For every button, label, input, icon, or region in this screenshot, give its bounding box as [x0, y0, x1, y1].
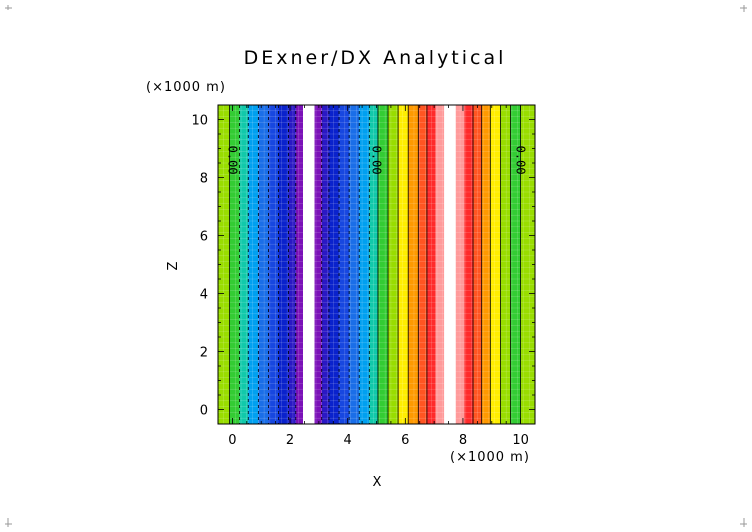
band-3 [248, 105, 259, 424]
band-23 [435, 105, 445, 424]
y-tick-label: 8 [200, 172, 208, 187]
band-18 [388, 105, 399, 424]
band-4 [258, 105, 269, 424]
band-10 [314, 105, 322, 424]
x-tick-label: 0 [228, 433, 236, 448]
y-tick-label: 10 [191, 114, 208, 129]
x-tick-label: 4 [344, 433, 352, 448]
grid-lines [218, 105, 535, 424]
band-7 [288, 105, 296, 424]
band-32 [520, 105, 535, 424]
band-9 [303, 105, 315, 424]
y-tick-label: 2 [200, 346, 208, 361]
band-8 [295, 105, 304, 424]
band-1 [229, 105, 240, 424]
x-axis-unit: (×1000 m) [450, 450, 530, 465]
chart-title: DExner/DX Analytical [244, 47, 507, 69]
band-31 [510, 105, 521, 424]
x-tick-label: 8 [459, 433, 467, 448]
contour-lines [229, 105, 521, 424]
band-28 [481, 105, 491, 424]
band-2 [239, 105, 249, 424]
y-tick-label: 6 [200, 230, 208, 245]
band-0 [218, 105, 230, 424]
band-29 [490, 105, 501, 424]
y-tick-label: 0 [200, 404, 208, 419]
color-bands [218, 105, 535, 424]
band-13 [339, 105, 350, 424]
x-tick-label: 2 [286, 433, 294, 448]
band-14 [349, 105, 360, 424]
band-16 [369, 105, 378, 424]
y-tick-label: 4 [200, 288, 208, 303]
band-20 [408, 105, 419, 424]
band-19 [398, 105, 409, 424]
band-12 [328, 105, 340, 424]
y-axis-ticks: 0 2 4 6 8 10 [191, 114, 535, 419]
corner-marks [5, 5, 747, 527]
band-5 [268, 105, 279, 424]
contour-labels: 0.00 0.00 0.00 [225, 146, 527, 175]
x-axis-label: X [373, 475, 382, 490]
band-17 [377, 105, 389, 424]
x-axis-ticks: 0 2 4 6 8 10 [228, 105, 529, 448]
band-6 [278, 105, 289, 424]
contour-label: 0.00 [225, 146, 239, 175]
band-11 [321, 105, 329, 424]
y-axis-unit: (×1000 m) [146, 80, 226, 95]
contour-label: 0.00 [514, 146, 528, 175]
band-27 [473, 105, 482, 424]
band-26 [464, 105, 474, 424]
band-21 [418, 105, 427, 424]
band-22 [426, 105, 436, 424]
band-15 [359, 105, 370, 424]
x-tick-label: 6 [401, 433, 409, 448]
band-24 [444, 105, 456, 424]
y-axis-label: Z [166, 261, 181, 270]
band-30 [500, 105, 511, 424]
x-tick-label: 10 [512, 433, 529, 448]
band-25 [455, 105, 465, 424]
contour-label: 0.00 [370, 146, 384, 175]
